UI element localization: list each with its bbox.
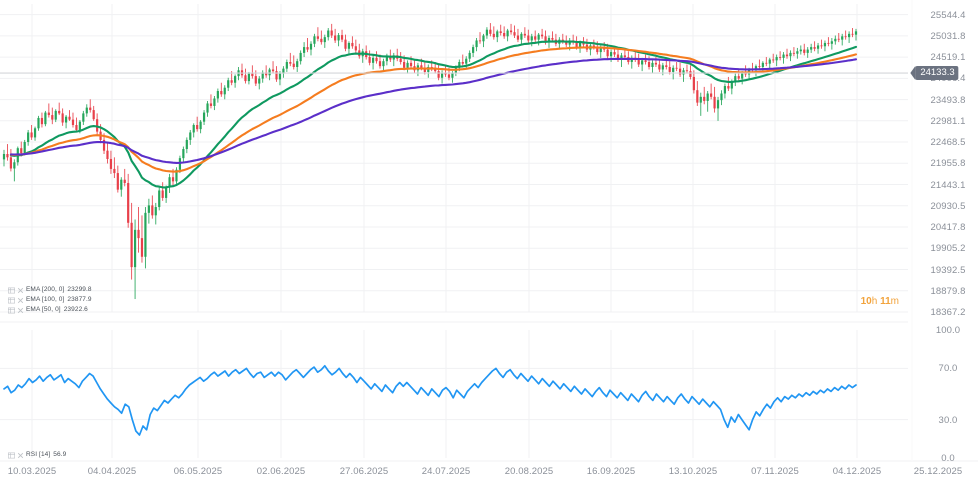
legend-series-value: 23922.6 [63,306,88,313]
date-axis-tick: 13.10.2025 [668,466,718,477]
price-axis-tick: 19905.2 [930,243,966,255]
date-axis-tick: 16.09.2025 [586,466,636,477]
date-axis-tick: 24.07.2025 [421,466,471,477]
date-axis-tick: 06.05.2025 [173,466,223,477]
close-icon [17,297,24,303]
close-icon [17,452,24,458]
legend-series-name: EMA [100, 0] [26,296,65,303]
date-axis-tick: 04.12.2025 [832,466,882,477]
close-icon [17,307,24,313]
visibility-icon[interactable] [8,452,15,459]
visibility-icon [8,287,15,293]
close-icon[interactable] [17,287,24,294]
legend-row-ema-1[interactable]: EMA [100, 0] 23877.9 [8,296,92,304]
legend-row-ema-0[interactable]: EMA [200, 0] 23299.8 [8,286,92,294]
price-axis-tick: 25544.4 [930,9,966,21]
close-icon[interactable] [17,452,24,459]
bar-countdown-label: 10h 11m [860,296,899,307]
price-axis-tick: 20417.8 [930,222,966,234]
visibility-icon[interactable] [8,297,15,304]
visibility-icon[interactable] [8,287,15,294]
rsi-pane-legend[interactable]: RSI [14] 56.9 [8,451,66,461]
price-axis-tick: 22468.5 [930,137,966,149]
rsi-axis-tick: 70.0 [938,363,958,375]
legend-series-value: 23299.8 [67,286,92,293]
date-axis-tick: 04.04.2025 [87,466,137,477]
date-axis-tick: 02.06.2025 [256,466,306,477]
legend-series-value: 56.9 [53,451,67,458]
visibility-icon [8,297,15,303]
rsi-axis-tick: 0.0 [941,453,955,464]
close-icon [17,287,24,293]
price-axis-tick: 23493.8 [930,94,966,106]
date-axis-tick: 07.11.2025 [751,466,799,477]
date-axis-tick: 27.06.2025 [339,466,389,477]
close-icon[interactable] [17,297,24,304]
date-axis-tick: 20.08.2025 [504,466,554,477]
price-axis-tick: 21443.1 [930,179,966,191]
close-icon[interactable] [17,307,24,314]
legend-row-ema-2[interactable]: EMA [50, 0] 23922.6 [8,306,92,314]
legend-row-rsi[interactable]: RSI [14] 56.9 [8,451,66,459]
date-axis-tick: 25.12.2025 [913,466,963,477]
price-axis-tick: 24519.1 [930,52,966,64]
legend-series-name: EMA [50, 0] [26,306,61,313]
visibility-icon[interactable] [8,307,15,314]
price-axis-tick: 21955.8 [930,158,966,170]
rsi-axis-tick: 100.0 [935,325,961,336]
price-axis-tick: 19392.5 [930,264,966,276]
legend-series-value: 23877.9 [67,296,92,303]
price-axis-tick: 20930.5 [930,200,966,212]
legend-series-name: EMA [200, 0] [26,286,65,293]
date-axis-tick: 10.03.2025 [7,466,57,477]
visibility-icon [8,307,15,313]
price-axis-tick: 25031.8 [930,30,966,42]
price-axis-tick: 18879.8 [930,285,966,297]
price-axis-tick: 18367.2 [930,307,966,318]
last-price-tag: 24133.3 [915,66,959,81]
price-axis-tick: 22981.1 [930,115,966,127]
visibility-icon [8,452,15,458]
legend-series-name: RSI [14] [26,451,51,458]
rsi-axis-tick: 30.0 [938,414,958,426]
price-pane-legend[interactable]: EMA [200, 0] 23299.8 EMA [100, 0] 23877.9 EM… [8,286,92,316]
